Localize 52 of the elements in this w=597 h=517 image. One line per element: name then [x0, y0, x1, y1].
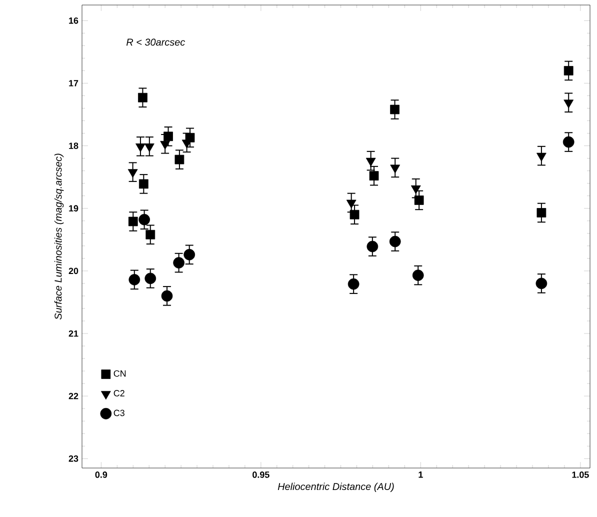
y-axis-title: Surface Luminosities (mag/sq.arcsec) — [54, 154, 64, 320]
point — [369, 171, 379, 180]
point — [184, 248, 196, 260]
y-tick-label: 23 — [68, 455, 78, 462]
y-tick-label: 20 — [68, 268, 78, 274]
point — [128, 216, 138, 226]
y-tick-label: 17 — [69, 80, 78, 86]
point — [366, 240, 378, 252]
x-tick-label: 0.9 — [95, 472, 108, 478]
point — [128, 169, 138, 178]
x-tick-label: 0.95 — [252, 472, 270, 478]
x-tick-label: 1 — [418, 472, 423, 478]
point — [138, 179, 148, 189]
point — [350, 210, 360, 220]
point — [136, 143, 146, 152]
y-tick-label: 21 — [68, 330, 78, 337]
y-tick-label: 18 — [69, 142, 78, 149]
y-tick-label: 19 — [69, 205, 78, 212]
point — [161, 290, 173, 302]
x-tick-label: 1.05 — [572, 472, 589, 478]
point — [348, 278, 360, 290]
point — [390, 104, 400, 114]
point — [146, 230, 156, 240]
legend-label: C2 — [114, 390, 124, 396]
point — [128, 274, 140, 286]
point — [164, 132, 173, 142]
point — [536, 152, 546, 162]
annotation: R < 30arcsec — [126, 38, 186, 46]
x-axis-title: Heliocentric Distance (AU) — [278, 482, 394, 492]
point — [346, 200, 356, 208]
point — [414, 196, 424, 205]
point — [536, 208, 546, 218]
point — [138, 214, 150, 226]
point — [564, 100, 574, 108]
y-tick-label: 16 — [69, 17, 78, 24]
point — [173, 257, 184, 268]
point — [366, 158, 376, 166]
point — [160, 140, 170, 150]
point — [562, 136, 574, 148]
point — [412, 270, 424, 281]
point — [536, 278, 548, 290]
point — [144, 272, 156, 284]
point — [144, 143, 154, 152]
point — [564, 66, 574, 76]
y-tick-label: 22 — [68, 392, 78, 400]
point — [138, 92, 148, 102]
point — [174, 154, 184, 164]
point — [389, 236, 401, 248]
legend-label: C3 — [114, 410, 124, 416]
legend-label: CN — [114, 370, 126, 377]
point — [390, 164, 400, 174]
point — [410, 185, 421, 194]
